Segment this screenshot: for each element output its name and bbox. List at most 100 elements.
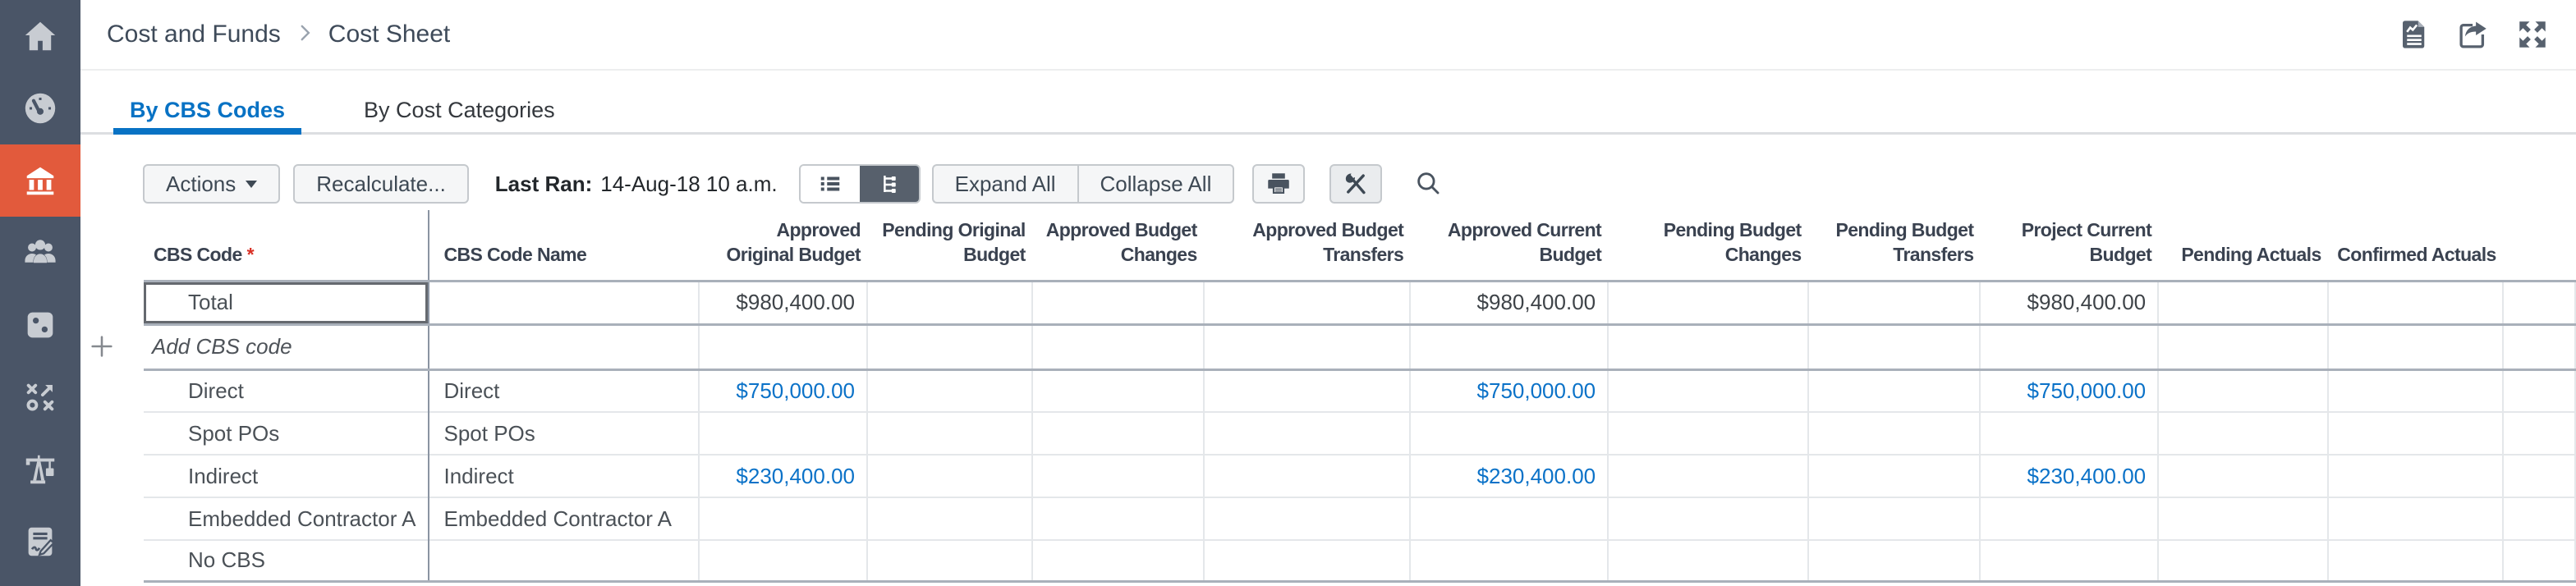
cell-project-current-budget[interactable] [1980,540,2160,581]
cell-confirmed-actuals[interactable] [2327,455,2504,497]
cell-approved-budget-transfers[interactable] [1203,497,1412,540]
cell-pending-original-budget[interactable] [867,324,1033,369]
cell-cbs-code[interactable]: Indirect [144,455,429,497]
cell-approved-current-budget[interactable]: $750,000.00 [1410,369,1609,412]
cell-approved-budget-transfers[interactable] [1203,369,1412,412]
cell-cbs-code[interactable]: Add CBS code [144,324,429,369]
cell-approved-budget-changes[interactable] [1031,369,1205,412]
cell-pending-budget-transfers[interactable] [1807,369,1981,412]
cell-cbs-code[interactable]: Embedded Contractor A [144,497,429,540]
cell-pending-budget-transfers[interactable] [1807,281,1981,324]
cell-approved-current-budget[interactable]: $230,400.00 [1410,455,1609,497]
cell-approved-current-budget[interactable] [1410,540,1609,581]
cell-approved-budget-transfers[interactable] [1203,412,1412,455]
table-row-add-cbs-code[interactable]: Add CBS code [144,324,2576,369]
cell-pending-budget-changes[interactable] [1608,412,1809,455]
cell-pending-actuals[interactable] [2158,281,2329,324]
sidebar-item-construction[interactable] [0,433,80,506]
cell-cbs-code[interactable]: Direct [144,369,429,412]
cell-pending-original-budget[interactable] [867,455,1033,497]
cell-cbs-code-name[interactable] [428,281,700,324]
sidebar-item-home[interactable] [0,0,80,72]
breadcrumb-section[interactable]: Cost and Funds [107,21,281,48]
cell-approved-current-budget[interactable] [1410,324,1609,369]
cell-confirmed-actuals[interactable] [2327,324,2504,369]
cell-approved-original-budget[interactable] [698,540,869,581]
cell-approved-budget-changes[interactable] [1031,540,1205,581]
cell-pending-budget-transfers[interactable] [1807,324,1981,369]
cell-approved-current-budget[interactable] [1410,412,1609,455]
cell-pending-budget-transfers[interactable] [1807,497,1981,540]
cell-pending-budget-changes[interactable] [1608,497,1809,540]
cell-pending-actuals[interactable] [2158,540,2329,581]
cell-cbs-code[interactable]: Spot POs [144,412,429,455]
cell-pending-budget-transfers[interactable] [1807,412,1981,455]
cell-pending-original-budget[interactable] [867,281,1033,324]
collapse-all-button[interactable]: Collapse All [1077,164,1235,204]
cell-confirmed-actuals[interactable] [2327,281,2504,324]
cell-project-current-budget[interactable]: $230,400.00 [1980,455,2160,497]
cell-approved-original-budget[interactable] [698,324,869,369]
cell-approved-budget-changes[interactable] [1031,455,1205,497]
cell-approved-original-budget[interactable]: $980,400.00 [698,281,869,324]
cell-pending-original-budget[interactable] [867,540,1033,581]
cell-cbs-code-name[interactable]: Spot POs [428,412,700,455]
add-cbs-code-button[interactable] [85,328,118,364]
list-view-button[interactable] [800,166,860,202]
cell-cbs-code[interactable]: No CBS [144,540,429,581]
cell-approved-current-budget[interactable]: $980,400.00 [1410,281,1609,324]
sidebar-item-dashboard[interactable] [0,72,80,144]
tree-view-button[interactable] [859,166,919,202]
cell-pending-actuals[interactable] [2158,412,2329,455]
cell-confirmed-actuals[interactable] [2327,497,2504,540]
cell-confirmed-actuals[interactable] [2327,412,2504,455]
cell-project-current-budget[interactable] [1980,324,2160,369]
sidebar-item-cost[interactable] [0,144,80,217]
tab-by-cbs-codes[interactable]: By CBS Codes [113,89,302,135]
report-button[interactable] [2395,16,2433,53]
print-button[interactable] [1252,164,1306,204]
cell-approved-original-budget[interactable] [698,497,869,540]
actions-button[interactable]: Actions [143,164,281,204]
cell-pending-original-budget[interactable] [867,497,1033,540]
cell-cbs-code-name[interactable]: Embedded Contractor A [428,497,700,540]
cell-cbs-code-name[interactable] [428,324,700,369]
cell-project-current-budget[interactable]: $750,000.00 [1980,369,2160,412]
sidebar-item-strategy[interactable] [0,361,80,433]
share-button[interactable] [2454,16,2492,53]
cell-pending-original-budget[interactable] [867,369,1033,412]
cell-pending-budget-changes[interactable] [1608,455,1809,497]
cell-pending-actuals[interactable] [2158,324,2329,369]
cell-cbs-code-name[interactable]: Indirect [428,455,700,497]
cell-approved-current-budget[interactable] [1410,497,1609,540]
cell-pending-actuals[interactable] [2158,455,2329,497]
cell-pending-budget-transfers[interactable] [1807,455,1981,497]
cell-approved-original-budget[interactable] [698,412,869,455]
cell-pending-actuals[interactable] [2158,497,2329,540]
expand-all-button[interactable]: Expand All [931,164,1077,204]
cell-pending-original-budget[interactable] [867,412,1033,455]
sidebar-item-users[interactable] [0,217,80,289]
cell-pending-actuals[interactable] [2158,369,2329,412]
cell-approved-budget-changes[interactable] [1031,412,1205,455]
cell-approved-original-budget[interactable]: $230,400.00 [698,455,869,497]
fullscreen-button[interactable] [2514,16,2551,53]
cell-approved-budget-transfers[interactable] [1203,281,1412,324]
cell-project-current-budget[interactable] [1980,497,2160,540]
cell-confirmed-actuals[interactable] [2327,369,2504,412]
cell-approved-original-budget[interactable]: $750,000.00 [698,369,869,412]
search-button[interactable] [1410,166,1446,202]
cell-confirmed-actuals[interactable] [2327,540,2504,581]
cell-pending-budget-changes[interactable] [1608,324,1809,369]
cell-cbs-code[interactable]: Total [144,281,429,324]
cell-pending-budget-changes[interactable] [1608,281,1809,324]
cell-cbs-code-name[interactable]: Direct [428,369,700,412]
cell-project-current-budget[interactable] [1980,412,2160,455]
cell-approved-budget-changes[interactable] [1031,324,1205,369]
cell-cbs-code-name[interactable] [428,540,700,581]
cell-approved-budget-changes[interactable] [1031,281,1205,324]
cell-approved-budget-transfers[interactable] [1203,455,1412,497]
cell-project-current-budget[interactable]: $980,400.00 [1980,281,2160,324]
cell-pending-budget-changes[interactable] [1608,369,1809,412]
recalculate-button[interactable]: Recalculate... [293,164,469,204]
